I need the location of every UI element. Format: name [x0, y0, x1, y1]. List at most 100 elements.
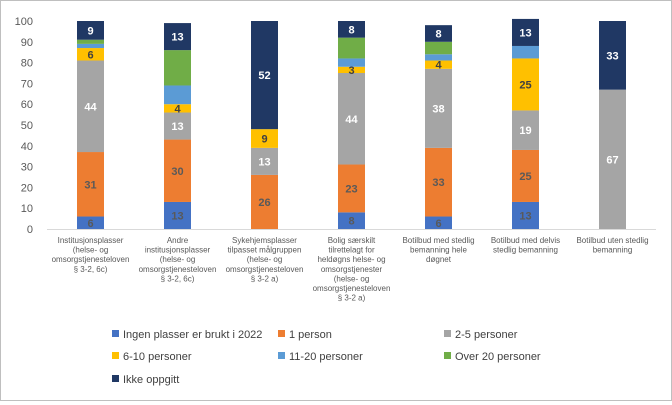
data-label: 8	[348, 216, 354, 228]
data-label: 25	[519, 79, 531, 91]
bar-segment	[425, 60, 452, 69]
data-label: 33	[606, 50, 618, 62]
data-label: 26	[258, 197, 270, 209]
bar-segment	[425, 54, 452, 61]
bar-segment	[164, 201, 191, 229]
y-tick-label: 60	[21, 99, 33, 111]
bar-segment	[599, 21, 626, 90]
y-tick-label: 40	[21, 141, 33, 153]
data-label: 8	[435, 28, 441, 40]
y-tick-label: 80	[21, 58, 33, 70]
legend-swatch	[112, 330, 119, 337]
bar-segment	[425, 68, 452, 148]
bar-segment	[251, 129, 278, 148]
legend-label: Over 20 personer	[455, 351, 541, 363]
bar-segment	[338, 58, 365, 67]
legend: Ingen plasser er brukt i 2022 1 person 2-5…	[112, 329, 541, 386]
legend-swatch	[278, 352, 285, 359]
legend-label: 11-20 personer	[289, 351, 363, 363]
bar-segment	[599, 89, 626, 229]
data-label: 23	[345, 183, 357, 195]
bar-segment	[164, 104, 191, 113]
y-tick-label: 100	[15, 16, 33, 28]
bar-segment	[164, 85, 191, 105]
data-label: 25	[519, 171, 531, 183]
legend-label: 6-10 personer	[123, 351, 192, 363]
category-label: Botilbud uten stedlig bemanning	[576, 236, 648, 255]
legend-item: 6-10 personer	[112, 351, 192, 363]
bar-segment	[512, 110, 539, 150]
bar-segment	[77, 39, 104, 44]
data-label: 38	[432, 103, 444, 115]
bars-layer	[77, 18, 626, 229]
bar-segment	[164, 139, 191, 202]
legend-item: 11-20 personer	[278, 351, 363, 363]
data-label: 6	[435, 218, 441, 230]
category-label: Botilbud med stedlig bemanning hele døgnet	[402, 236, 474, 264]
data-label: 9	[87, 25, 93, 37]
bar-segment	[77, 152, 104, 217]
bar-segment	[512, 149, 539, 202]
data-label: 13	[171, 32, 183, 44]
legend-swatch	[112, 375, 119, 382]
data-label: 33	[432, 177, 444, 189]
legend-item: 2-5 personer	[444, 329, 518, 341]
legend-swatch	[444, 330, 451, 337]
bar-segment	[338, 164, 365, 213]
legend-item: Ikke oppgitt	[112, 374, 179, 386]
data-label: 19	[519, 125, 531, 137]
bar-segment	[512, 201, 539, 229]
category-label: Andre institusjonsplasser (helse- og omsorg…	[139, 236, 217, 283]
data-label: 13	[258, 156, 270, 168]
bar-segment	[338, 66, 365, 73]
category-label: Botilbud med delvis stedlig bemanning	[491, 236, 560, 255]
legend-swatch	[112, 352, 119, 359]
data-label: 6	[87, 49, 93, 61]
bar-segment	[425, 41, 452, 55]
bar-segment	[77, 216, 104, 229]
data-label: 6	[87, 218, 93, 230]
data-label: 4	[435, 60, 442, 72]
bar-segment	[164, 112, 191, 140]
bar-segment	[77, 43, 104, 49]
data-label: 13	[171, 210, 183, 222]
y-tick-label: 50	[21, 120, 33, 132]
data-label: 9	[261, 134, 267, 146]
bar-segment	[512, 18, 539, 46]
data-label: 44	[345, 114, 358, 126]
legend-label: Ingen plasser er brukt i 2022	[123, 329, 262, 341]
legend-item: Ingen plasser er brukt i 2022	[112, 329, 262, 341]
bar-segment	[425, 216, 452, 229]
category-label: Bolig særskilt tilrettelagt for heldøgns h…	[313, 236, 391, 303]
data-label: 44	[84, 101, 97, 113]
bar-segment	[251, 21, 278, 130]
data-labels-layer: 6314469133013413261395282344386333848132…	[84, 24, 618, 229]
category-label: Institusjonsplasser (helse- og omsorgstjen…	[52, 236, 130, 274]
bar-segment	[512, 45, 539, 59]
legend-label: 1 person	[289, 329, 332, 341]
data-label: 13	[519, 210, 531, 222]
bar-segment	[338, 212, 365, 229]
bar-segment	[338, 73, 365, 165]
legend-item: Over 20 personer	[444, 351, 541, 363]
bar-segment	[425, 147, 452, 217]
bar-segment	[77, 60, 104, 153]
data-label: 31	[84, 179, 96, 191]
y-tick-label: 70	[21, 78, 33, 90]
bar-segment	[77, 48, 104, 61]
category-label: Sykehjemsplasser tilpasset målgruppen (hel…	[226, 236, 304, 283]
y-tick-label: 0	[27, 224, 33, 236]
y-tick-label: 20	[21, 182, 33, 194]
bar-segment	[338, 21, 365, 38]
y-tick-label: 10	[21, 203, 33, 215]
data-label: 13	[519, 27, 531, 39]
axis-layer: 0 10 20 30 40 50 60 70 80 90 100	[15, 16, 656, 236]
y-tick-label: 90	[21, 37, 33, 49]
y-tick-label: 30	[21, 162, 33, 174]
category-labels-layer: Institusjonsplasser (helse- og omsorgstjen…	[52, 236, 649, 303]
legend-item: 1 person	[278, 329, 332, 341]
bar-segment	[251, 174, 278, 229]
bar-segment	[164, 50, 191, 86]
